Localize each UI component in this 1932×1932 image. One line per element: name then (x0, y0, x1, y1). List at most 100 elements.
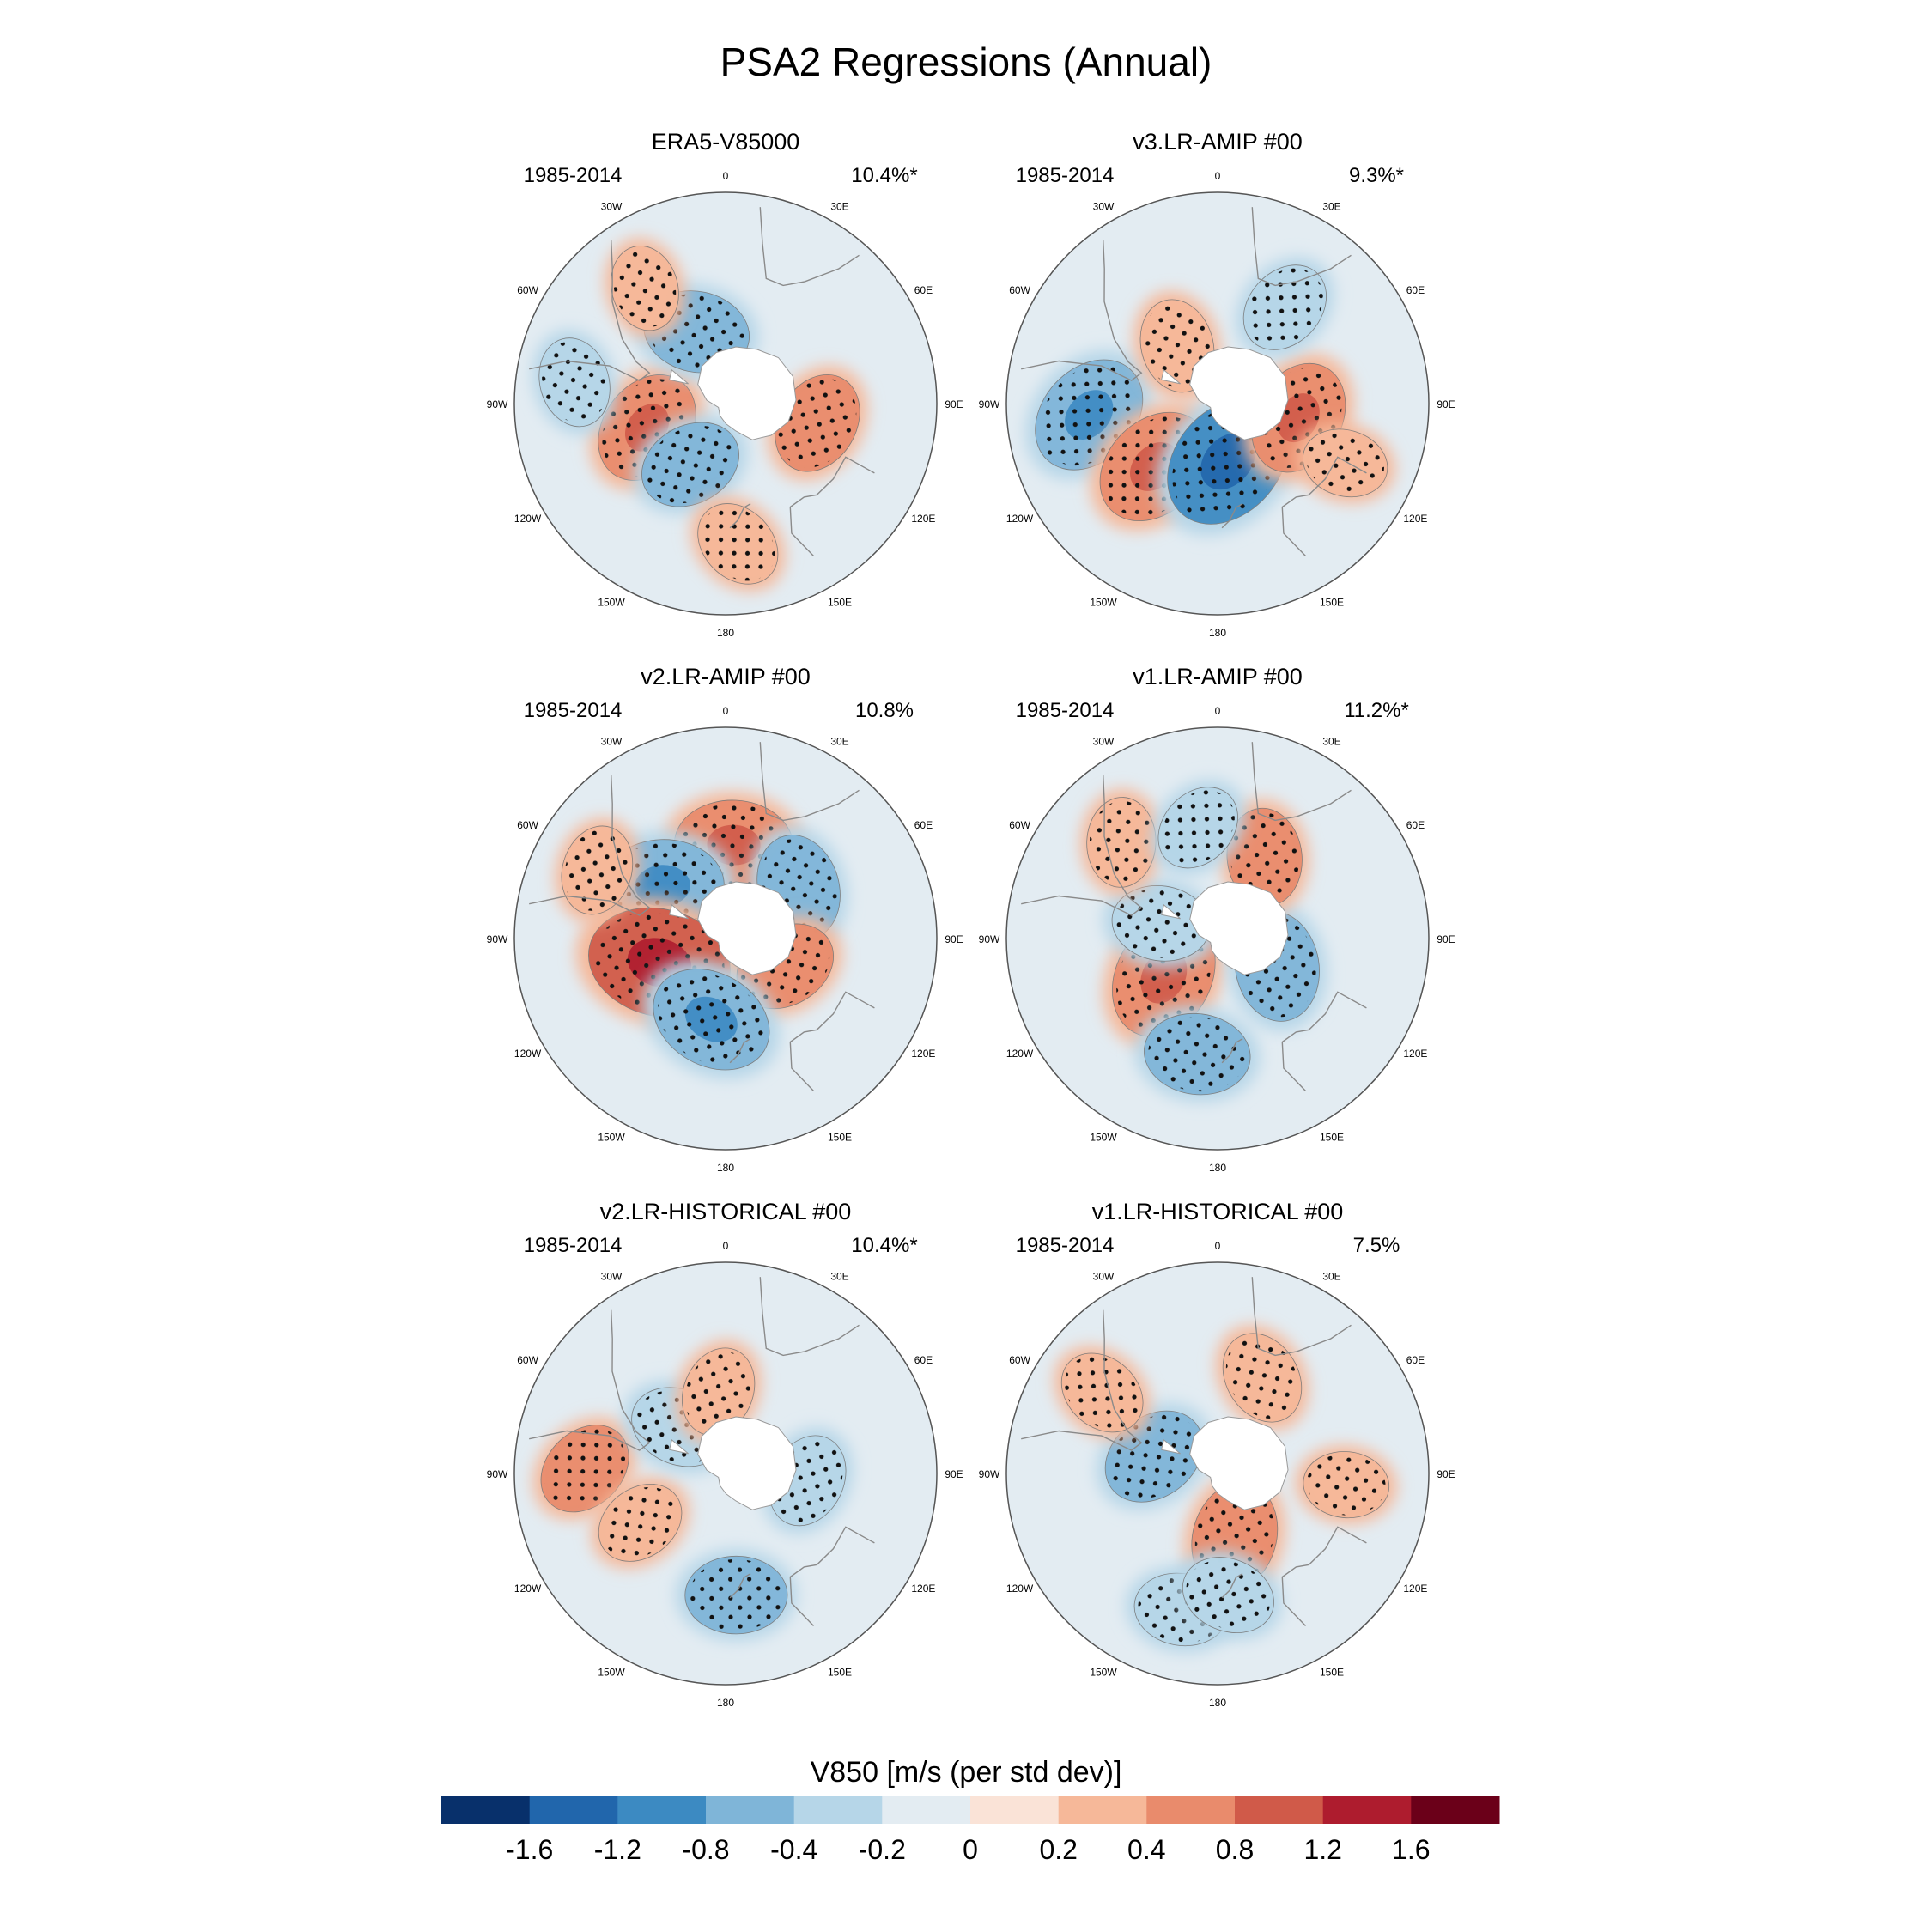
significance-stipple (1247, 268, 1323, 347)
longitude-label: 120W (514, 1583, 542, 1595)
regression-anomaly (633, 415, 748, 514)
significance-stipple (1230, 811, 1299, 902)
longitude-label: 30W (1093, 1271, 1115, 1283)
africa-coastline (1251, 207, 1352, 287)
colorbar-box (793, 1796, 883, 1824)
colorbar-box (1411, 1796, 1500, 1824)
colorbar-box (529, 1796, 618, 1824)
regression-anomaly (1295, 1445, 1397, 1524)
significance-stipple (1161, 790, 1235, 866)
longitude-label: 60E (1406, 819, 1425, 831)
longitude-label: 60W (517, 1354, 538, 1366)
longitude-label: 150W (1090, 1666, 1117, 1678)
antarctica-landmass (697, 881, 797, 975)
significance-stipple (658, 973, 765, 1066)
australia-coastline (1281, 991, 1367, 1091)
longitude-label: 150W (1090, 596, 1117, 608)
longitude-label: 90W (487, 933, 508, 945)
regression-anomaly (690, 496, 786, 592)
longitude-label: 60W (1009, 1354, 1030, 1366)
panel-title: v2.LR-AMIP #00 (641, 664, 811, 690)
antarctica-landmass (1189, 1416, 1289, 1510)
panel-title: v1.LR-AMIP #00 (1133, 664, 1303, 690)
longitude-label: 30E (830, 1271, 848, 1283)
map-panel: v1.LR-HISTORICAL #00 1985-2014 7.5% 0 30E 60E… (979, 1199, 1455, 1709)
panel-variance: 9.3%* (1349, 164, 1404, 187)
longitude-label: 0 (1215, 1240, 1221, 1252)
longitude-label: 60E (914, 284, 933, 296)
longitude-label: 30W (601, 736, 623, 748)
map-panel: v2.LR-AMIP #00 1985-2014 10.8% 0 30E 60E 90E 12… (487, 664, 963, 1174)
longitude-label: 150W (598, 1666, 625, 1678)
australia-coastline (1281, 456, 1367, 556)
map-border (1005, 191, 1430, 616)
significance-stipple (1065, 1356, 1140, 1430)
panel-period: 1985-2014 (1016, 164, 1115, 187)
map-panel: ERA5-V85000 1985-2014 10.4%* 0 30E 60E 90E 120E… (487, 129, 963, 639)
longitude-label: 60E (914, 819, 933, 831)
colorbar: V850 [m/s (per std dev)] -1.6 -1.2 -0.8 -0.… (441, 1756, 1500, 1865)
longitude-label: 180 (1209, 627, 1226, 639)
longitude-label: 120E (1403, 1583, 1427, 1595)
longitude-label: 60E (1406, 284, 1425, 296)
panel-title: ERA5-V85000 (652, 129, 800, 155)
longitude-label: 30E (1322, 201, 1340, 213)
longitude-label: 150W (598, 1131, 625, 1143)
significance-stipple (684, 1351, 752, 1432)
significance-stipple (602, 1486, 679, 1558)
longitude-label: 90W (979, 1468, 1000, 1480)
colorbar-tick-label: 0.2 (1039, 1834, 1077, 1865)
regression-anomaly (591, 1477, 690, 1569)
panel-period: 1985-2014 (1016, 699, 1115, 722)
longitude-label: 90W (487, 398, 508, 410)
panel-title: v1.LR-HISTORICAL #00 (1092, 1199, 1344, 1224)
south-america-coastline (529, 240, 651, 381)
new-zealand-coastline (729, 1573, 751, 1599)
significance-stipple (1306, 1454, 1386, 1516)
colorbar-ticks: -1.6 -1.2 -0.8 -0.4 -0.2 0 0.2 0.4 0.8 1.2 1.6 (506, 1834, 1430, 1865)
colorbar-tick-label: 0.4 (1127, 1834, 1165, 1865)
south-america-coastline (1021, 1309, 1143, 1451)
regression-anomaly (1215, 1325, 1309, 1431)
colorbar-tick-label: 1.6 (1392, 1834, 1430, 1865)
map-border (1005, 1261, 1430, 1686)
significance-stipple (1089, 800, 1153, 884)
map-panel: v1.LR-AMIP #00 1985-2014 11.2%* 0 30E 60E 90E 1… (979, 664, 1455, 1174)
significance-stipple (544, 1428, 626, 1509)
significance-stipple (689, 1558, 784, 1631)
longitude-label: 180 (1209, 1162, 1226, 1174)
regression-anomaly (1134, 1005, 1261, 1103)
map-border (1005, 726, 1430, 1151)
regression-anomaly (605, 238, 685, 338)
regression-anomaly (1236, 257, 1334, 358)
longitude-label: 60E (914, 1354, 933, 1366)
regression-anomaly (532, 330, 617, 435)
longitude-label: 30E (1322, 1271, 1340, 1283)
longitude-label: 30E (1322, 736, 1340, 748)
longitude-label: 30W (601, 1271, 623, 1283)
regression-anomaly (532, 1417, 637, 1521)
colorbar-tick-label: -0.2 (859, 1834, 906, 1865)
panel-variance: 10.8% (855, 699, 914, 722)
antarctica-landmass (697, 346, 797, 440)
regression-anomaly (1054, 1346, 1151, 1440)
antarctic-peninsula (668, 904, 689, 920)
south-america-coastline (529, 775, 651, 916)
longitude-label: 0 (723, 1240, 729, 1252)
australia-coastline (1281, 1526, 1367, 1626)
map-border (513, 1261, 938, 1686)
longitude-label: 60W (1009, 819, 1030, 831)
australia-coastline (789, 456, 875, 556)
longitude-label: 120W (1006, 1048, 1034, 1060)
significance-stipple (1225, 1337, 1299, 1419)
new-zealand-coastline (729, 1038, 751, 1064)
panel-variance: 7.5% (1353, 1234, 1400, 1257)
regression-anomaly (1151, 780, 1245, 876)
antarctic-peninsula (668, 369, 689, 385)
antarctica-landmass (1189, 881, 1289, 975)
longitude-label: 120E (1403, 1048, 1427, 1060)
new-zealand-coastline (729, 503, 751, 529)
map-border (513, 726, 938, 1151)
africa-coastline (1251, 742, 1352, 822)
regression-anomaly (1174, 1550, 1283, 1640)
